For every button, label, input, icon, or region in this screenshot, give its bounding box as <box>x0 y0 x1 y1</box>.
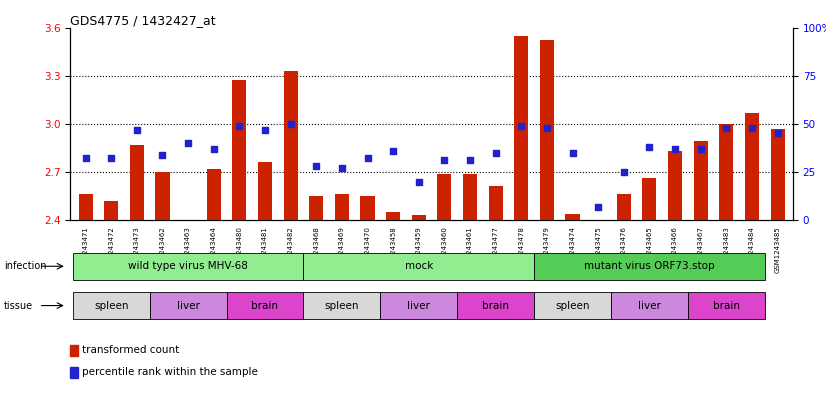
Point <box>79 155 93 162</box>
Point <box>771 130 784 136</box>
Point <box>335 165 349 171</box>
Point <box>668 146 681 152</box>
Point <box>591 204 605 210</box>
Text: brain: brain <box>482 301 509 310</box>
Bar <box>515 35 529 220</box>
Text: liver: liver <box>407 301 430 310</box>
Bar <box>437 174 452 220</box>
Bar <box>380 292 458 319</box>
Bar <box>617 195 631 220</box>
Bar <box>566 214 580 220</box>
Bar <box>694 141 708 220</box>
Point <box>617 169 630 175</box>
Bar <box>303 292 380 319</box>
Text: wild type virus MHV-68: wild type virus MHV-68 <box>128 261 248 271</box>
Bar <box>70 345 78 356</box>
Bar <box>130 145 144 220</box>
Point <box>361 155 374 162</box>
Bar <box>458 292 534 319</box>
Bar <box>258 162 272 220</box>
Point <box>566 150 579 156</box>
Text: brain: brain <box>713 301 740 310</box>
Point <box>694 146 707 152</box>
Bar <box>688 292 765 319</box>
Point <box>259 127 272 133</box>
Point <box>540 125 553 131</box>
Text: transformed count: transformed count <box>82 345 179 355</box>
Bar <box>335 195 349 220</box>
Bar <box>206 169 221 220</box>
Bar <box>78 195 93 220</box>
Point <box>156 151 169 158</box>
Text: mutant virus ORF73.stop: mutant virus ORF73.stop <box>584 261 714 271</box>
Point <box>233 123 246 129</box>
Bar <box>534 253 765 279</box>
Bar <box>303 253 534 279</box>
Point <box>463 157 477 163</box>
Text: liver: liver <box>177 301 200 310</box>
Bar <box>155 172 169 220</box>
Bar <box>73 292 150 319</box>
Point <box>387 148 400 154</box>
Bar <box>611 292 688 319</box>
Text: brain: brain <box>251 301 278 310</box>
Text: percentile rank within the sample: percentile rank within the sample <box>82 367 258 377</box>
Bar <box>73 253 303 279</box>
Point <box>719 125 733 131</box>
Bar <box>540 40 554 220</box>
Point <box>207 146 221 152</box>
Text: liver: liver <box>638 301 661 310</box>
Bar <box>232 81 246 220</box>
Bar <box>534 292 611 319</box>
Bar <box>150 292 226 319</box>
Bar <box>283 71 297 220</box>
Text: GDS4775 / 1432427_at: GDS4775 / 1432427_at <box>70 14 216 27</box>
Bar <box>643 178 657 220</box>
Point <box>643 144 656 150</box>
Point <box>310 163 323 169</box>
Point <box>745 125 758 131</box>
Point <box>438 157 451 163</box>
Point <box>412 178 425 185</box>
Text: spleen: spleen <box>325 301 359 310</box>
Bar <box>668 151 682 220</box>
Point <box>489 150 502 156</box>
Text: mock: mock <box>405 261 433 271</box>
Bar <box>719 124 733 220</box>
Bar <box>745 112 759 220</box>
Bar <box>489 186 503 220</box>
Bar <box>360 196 374 220</box>
Point <box>131 127 144 133</box>
Text: spleen: spleen <box>94 301 129 310</box>
Text: infection: infection <box>4 261 46 271</box>
Bar <box>226 292 303 319</box>
Text: tissue: tissue <box>4 301 33 310</box>
Point <box>182 140 195 146</box>
Bar <box>309 196 323 220</box>
Bar <box>386 212 400 220</box>
Text: spleen: spleen <box>555 301 590 310</box>
Bar <box>771 129 785 220</box>
Point <box>105 155 118 162</box>
Point <box>515 123 528 129</box>
Bar <box>70 367 78 378</box>
Bar <box>463 174 477 220</box>
Point <box>284 121 297 127</box>
Bar <box>104 201 118 220</box>
Bar <box>411 215 426 220</box>
